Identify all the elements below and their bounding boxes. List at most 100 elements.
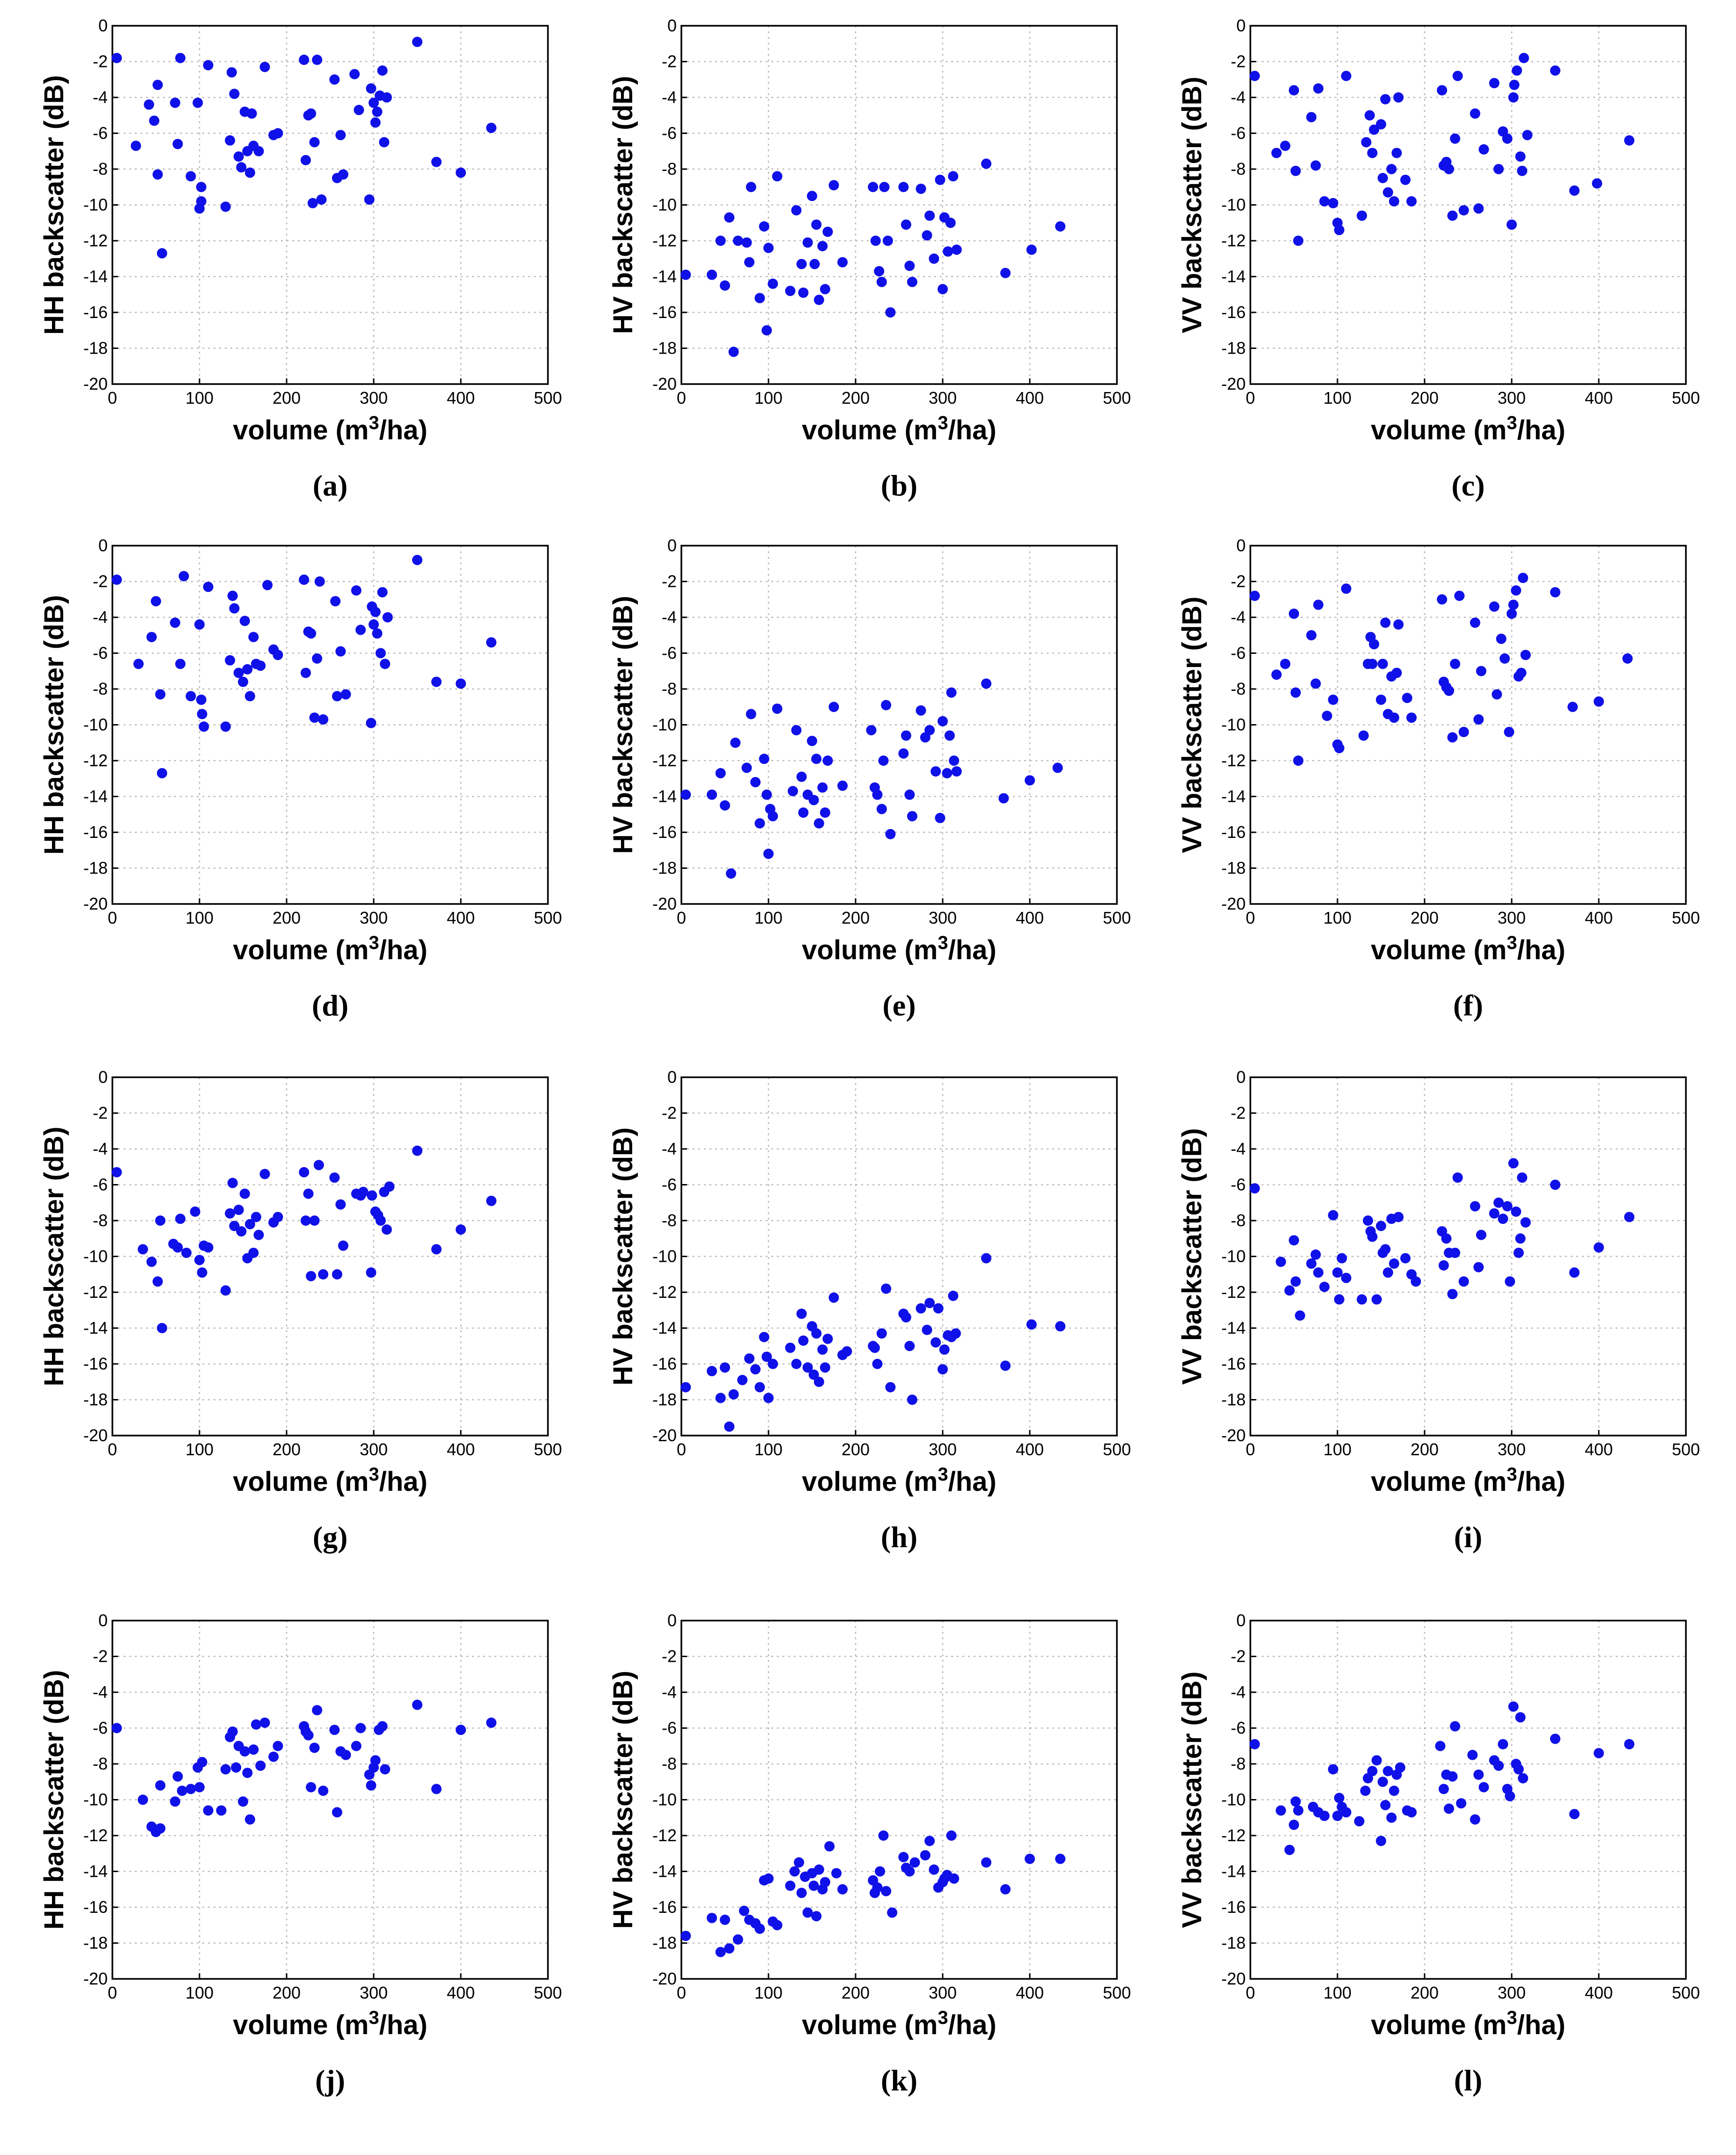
data-point	[1276, 1805, 1286, 1816]
data-point	[303, 1730, 314, 1740]
x-tick-label: 200	[273, 1983, 301, 2002]
data-point	[1470, 108, 1480, 119]
data-point	[1055, 1321, 1066, 1332]
data-point	[715, 1947, 726, 1957]
data-point	[898, 1851, 909, 1862]
data-point	[1458, 726, 1469, 737]
data-point	[1386, 1812, 1397, 1823]
plot-frame	[680, 545, 1118, 905]
data-point	[1507, 219, 1517, 230]
data-point	[807, 735, 817, 746]
y-tick-label: -2	[1231, 1103, 1246, 1123]
data-point	[879, 182, 890, 193]
data-point	[1505, 1276, 1515, 1287]
plot-frame	[1249, 1620, 1687, 1980]
y-tick-label: -2	[93, 1647, 108, 1666]
y-tick-label: -14	[83, 1862, 108, 1881]
data-point	[225, 1208, 236, 1219]
x-tick-label: 400	[447, 1983, 475, 2002]
data-point	[181, 1247, 192, 1258]
data-point	[366, 83, 377, 94]
data-point	[754, 293, 765, 304]
data-point	[822, 1333, 833, 1344]
x-axis-title: volume (m3/ha)	[802, 2007, 996, 2040]
data-point	[1357, 1294, 1367, 1305]
x-tick-label: 0	[677, 388, 686, 407]
data-point	[246, 108, 257, 119]
data-point	[1382, 187, 1393, 198]
data-point	[229, 603, 240, 614]
data-point	[236, 1226, 247, 1237]
data-point	[1624, 1739, 1635, 1749]
y-tick-label: -14	[1221, 1862, 1246, 1881]
data-point	[1276, 1256, 1286, 1267]
x-tick-label: 0	[677, 1440, 686, 1459]
data-point	[1371, 1294, 1382, 1305]
data-point	[1518, 572, 1529, 583]
y-tick-label: -8	[1231, 1211, 1246, 1230]
data-point	[185, 1784, 196, 1794]
data-point	[1380, 94, 1391, 104]
y-tick-label: -14	[652, 787, 677, 806]
data-point	[1450, 133, 1461, 144]
data-point	[882, 236, 893, 246]
y-tick-label: -14	[1221, 787, 1246, 806]
panel-caption: (d)	[312, 989, 348, 1022]
data-point	[306, 628, 317, 639]
data-point	[216, 1805, 227, 1816]
y-tick-label: -2	[1231, 1647, 1246, 1666]
data-point	[369, 97, 379, 108]
data-point	[316, 194, 327, 205]
x-tick-label: 300	[360, 1983, 388, 2002]
data-point	[251, 1212, 261, 1222]
x-tick-label: 400	[1585, 908, 1613, 927]
data-point	[1361, 137, 1372, 148]
data-point	[796, 771, 807, 782]
y-tick-label: 0	[1236, 536, 1246, 555]
data-point	[920, 1850, 931, 1861]
data-point	[185, 691, 196, 702]
data-point	[1337, 1253, 1347, 1264]
y-axis-title: HV backscatter (dB)	[608, 1671, 638, 1929]
data-point	[203, 581, 214, 592]
data-point	[170, 97, 180, 108]
data-point	[1444, 164, 1455, 174]
data-point	[945, 217, 956, 228]
data-point	[355, 1723, 366, 1733]
data-point	[768, 1359, 778, 1369]
y-tick-label: -18	[652, 339, 677, 358]
data-point	[707, 1366, 717, 1377]
data-point	[763, 1873, 774, 1884]
data-point	[309, 712, 320, 723]
data-point	[872, 789, 883, 800]
data-point	[817, 1344, 828, 1355]
data-point	[177, 1785, 187, 1796]
data-point	[1447, 732, 1458, 743]
y-tick-label: -18	[83, 859, 108, 878]
data-point	[739, 1905, 749, 1916]
data-point	[820, 284, 830, 295]
data-point	[146, 1256, 157, 1267]
data-point	[948, 1290, 959, 1301]
data-point	[720, 1914, 730, 1925]
x-tick-label: 300	[360, 1440, 388, 1459]
data-point	[950, 1328, 961, 1339]
data-point	[431, 676, 442, 687]
scatter-svg-e: 0 100 200 300 400 500 0 -2 -4 -6 -8 -10 -12 -14 -16 -18…	[608, 536, 1131, 1022]
x-tick-label: 500	[1672, 908, 1700, 927]
y-tick-label: -16	[1221, 1897, 1246, 1917]
plot-frame	[680, 1620, 1118, 1980]
data-point	[253, 146, 264, 156]
data-point	[1289, 85, 1299, 96]
x-tick-label: 100	[185, 388, 214, 407]
data-point	[220, 1764, 231, 1775]
data-point	[1493, 1760, 1504, 1771]
data-point	[1295, 1310, 1306, 1321]
y-tick-label: -6	[662, 1718, 677, 1738]
data-point	[1386, 164, 1397, 174]
data-point	[1249, 71, 1260, 81]
x-tick-label: 0	[1246, 908, 1255, 927]
scatter-svg-k: 0 100 200 300 400 500 0 -2 -4 -6 -8 -10 -12 -14 -16 -18…	[608, 1611, 1131, 2097]
data-point	[707, 1912, 717, 1923]
data-point	[255, 1760, 266, 1771]
